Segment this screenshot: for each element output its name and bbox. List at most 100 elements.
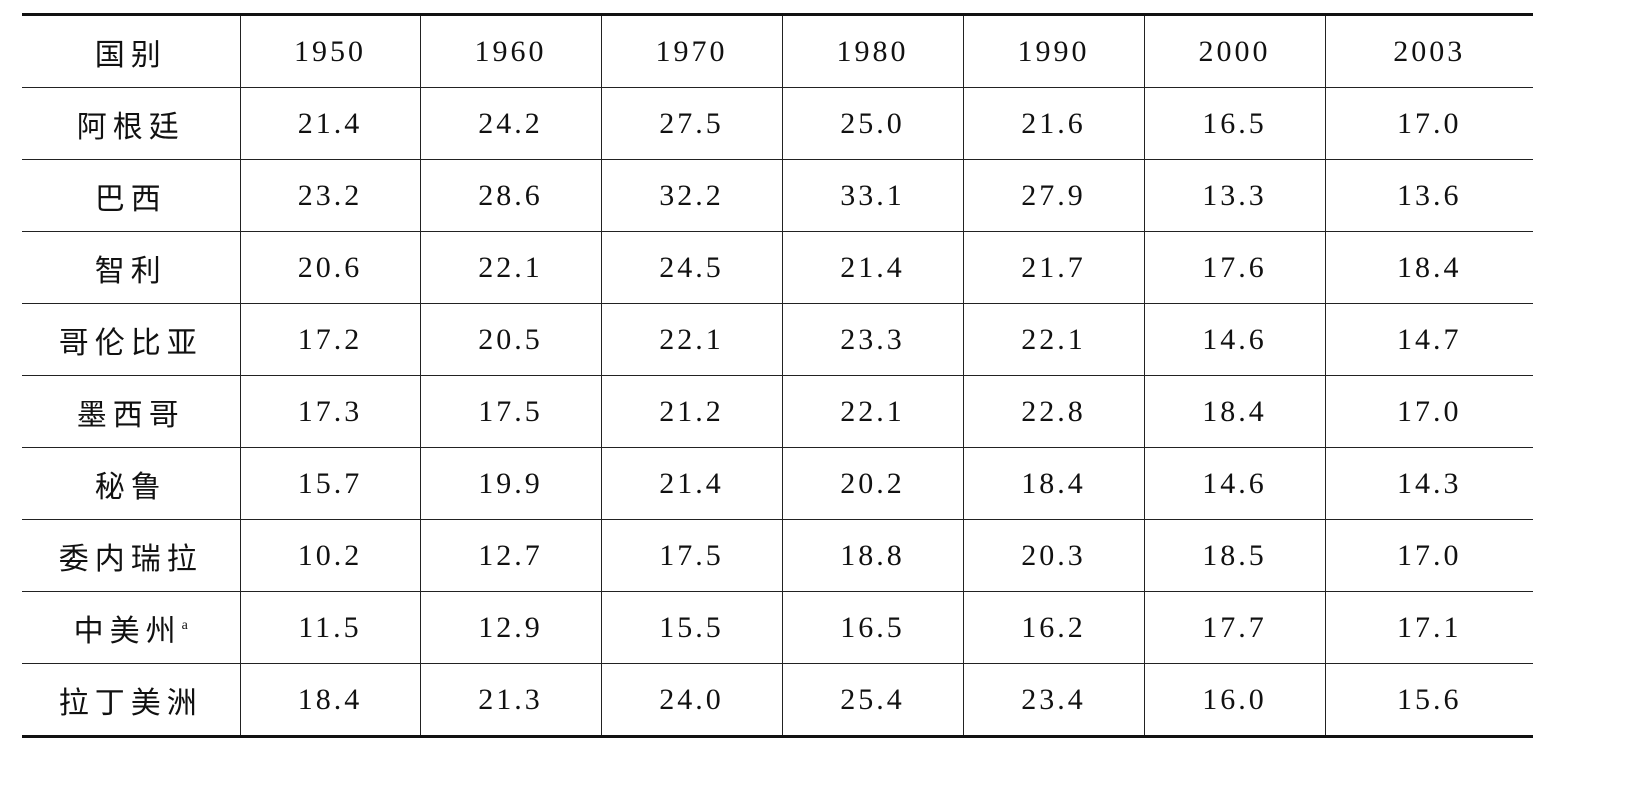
country-name: 中美州 — [73, 614, 182, 648]
value-cell: 11.5 — [239, 591, 421, 664]
value-cell: 25.0 — [781, 87, 964, 160]
value-cell: 18.4 — [1143, 375, 1326, 448]
value-cell: 21.4 — [781, 231, 964, 304]
value-cell: 27.9 — [962, 159, 1145, 232]
value-cell: 17.3 — [239, 375, 421, 448]
country-cell: 委内瑞拉 — [22, 519, 241, 592]
country-name: 阿根廷 — [76, 110, 185, 144]
value-cell: 20.5 — [419, 303, 602, 376]
value-cell: 12.9 — [419, 591, 602, 664]
value-cell: 22.1 — [419, 231, 602, 304]
value-cell: 22.1 — [781, 375, 964, 448]
value-cell: 15.5 — [600, 591, 783, 664]
value-cell: 23.4 — [962, 663, 1145, 738]
country-cell: 墨西哥 — [22, 375, 241, 448]
value-cell: 21.3 — [419, 663, 602, 738]
value-cell: 17.6 — [1143, 231, 1326, 304]
data-row: 智利 20.6 22.1 24.5 21.4 21.7 17.6 18.4 — [22, 231, 1533, 304]
value-cell: 20.2 — [781, 447, 964, 520]
value-cell: 16.2 — [962, 591, 1145, 664]
value-cell: 17.0 — [1324, 87, 1533, 160]
value-cell: 24.0 — [600, 663, 783, 738]
value-cell: 17.0 — [1324, 375, 1533, 448]
country-name: 委内瑞拉 — [58, 542, 203, 576]
value-cell: 14.3 — [1324, 447, 1533, 520]
header-cell: 国别 — [22, 13, 241, 88]
header-cell: 1960 — [419, 13, 602, 88]
value-cell: 21.7 — [962, 231, 1145, 304]
value-cell: 17.5 — [600, 519, 783, 592]
value-cell: 18.4 — [239, 663, 421, 738]
value-cell: 14.6 — [1143, 447, 1326, 520]
value-cell: 14.6 — [1143, 303, 1326, 376]
data-row: 秘鲁 15.7 19.9 21.4 20.2 18.4 14.6 14.3 — [22, 447, 1533, 520]
value-cell: 18.4 — [1324, 231, 1533, 304]
value-cell: 15.7 — [239, 447, 421, 520]
value-cell: 24.2 — [419, 87, 602, 160]
value-cell: 18.5 — [1143, 519, 1326, 592]
value-cell: 17.0 — [1324, 519, 1533, 592]
value-cell: 17.1 — [1324, 591, 1533, 664]
value-cell: 17.7 — [1143, 591, 1326, 664]
value-cell: 21.4 — [600, 447, 783, 520]
value-cell: 16.0 — [1143, 663, 1326, 738]
header-cell: 2000 — [1143, 13, 1326, 88]
value-cell: 15.6 — [1324, 663, 1533, 738]
value-cell: 21.4 — [239, 87, 421, 160]
country-cell: 秘鲁 — [22, 447, 241, 520]
data-row: 巴西 23.2 28.6 32.2 33.1 27.9 13.3 13.6 — [22, 159, 1533, 232]
value-cell: 23.2 — [239, 159, 421, 232]
value-cell: 17.5 — [419, 375, 602, 448]
header-cell: 1950 — [239, 13, 421, 88]
value-cell: 28.6 — [419, 159, 602, 232]
footnote-marker: a — [181, 617, 188, 633]
value-cell: 18.8 — [781, 519, 964, 592]
data-row: 拉丁美洲 18.4 21.3 24.0 25.4 23.4 16.0 15.6 — [22, 663, 1533, 738]
country-cell: 智利 — [22, 231, 241, 304]
country-name: 拉丁美洲 — [58, 686, 203, 720]
country-cell: 阿根廷 — [22, 87, 241, 160]
value-cell: 22.8 — [962, 375, 1145, 448]
value-cell: 22.1 — [600, 303, 783, 376]
value-cell: 20.3 — [962, 519, 1145, 592]
value-cell: 18.4 — [962, 447, 1145, 520]
country-name: 哥伦比亚 — [58, 326, 203, 360]
data-row: 委内瑞拉 10.2 12.7 17.5 18.8 20.3 18.5 17.0 — [22, 519, 1533, 592]
header-cell: 1980 — [781, 13, 964, 88]
country-cell: 巴西 — [22, 159, 241, 232]
header-cell: 1970 — [600, 13, 783, 88]
value-cell: 16.5 — [781, 591, 964, 664]
value-cell: 12.7 — [419, 519, 602, 592]
value-cell: 14.7 — [1324, 303, 1533, 376]
value-cell: 13.3 — [1143, 159, 1326, 232]
value-cell: 23.3 — [781, 303, 964, 376]
header-cell: 2003 — [1324, 13, 1533, 88]
country-cell: 中美州a — [22, 591, 241, 664]
data-row: 阿根廷 21.4 24.2 27.5 25.0 21.6 16.5 17.0 — [22, 87, 1533, 160]
value-cell: 24.5 — [600, 231, 783, 304]
country-cell: 拉丁美洲 — [22, 663, 241, 738]
data-table: 国别 1950 1960 1970 1980 1990 2000 2003 阿根廷 21.4 24.… — [22, 13, 1533, 738]
data-row: 中美州a 11.5 12.9 15.5 16.5 16.2 17.7 17.1 — [22, 591, 1533, 664]
value-cell: 10.2 — [239, 519, 421, 592]
value-cell: 21.2 — [600, 375, 783, 448]
country-name: 秘鲁 — [94, 470, 167, 504]
header-cell: 1990 — [962, 13, 1145, 88]
value-cell: 25.4 — [781, 663, 964, 738]
value-cell: 33.1 — [781, 159, 964, 232]
country-cell: 哥伦比亚 — [22, 303, 241, 376]
value-cell: 13.6 — [1324, 159, 1533, 232]
value-cell: 27.5 — [600, 87, 783, 160]
value-cell: 19.9 — [419, 447, 602, 520]
data-row: 墨西哥 17.3 17.5 21.2 22.1 22.8 18.4 17.0 — [22, 375, 1533, 448]
country-name: 墨西哥 — [76, 398, 185, 432]
value-cell: 21.6 — [962, 87, 1145, 160]
value-cell: 32.2 — [600, 159, 783, 232]
data-row: 哥伦比亚 17.2 20.5 22.1 23.3 22.1 14.6 14.7 — [22, 303, 1533, 376]
country-name: 智利 — [94, 254, 167, 288]
value-cell: 22.1 — [962, 303, 1145, 376]
header-row: 国别 1950 1960 1970 1980 1990 2000 2003 — [22, 13, 1533, 88]
value-cell: 20.6 — [239, 231, 421, 304]
value-cell: 17.2 — [239, 303, 421, 376]
